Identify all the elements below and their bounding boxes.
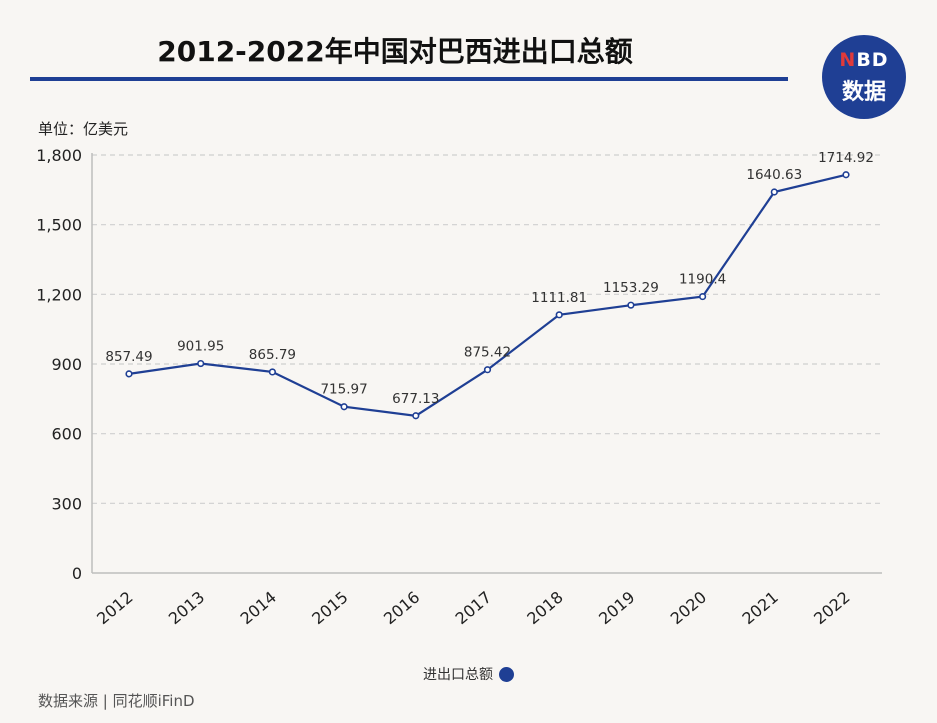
logo-subtext: 数据 bbox=[841, 80, 886, 105]
x-tick-label: 2018 bbox=[523, 588, 566, 629]
data-point bbox=[842, 171, 850, 179]
legend-label: 进出口总额 bbox=[423, 667, 493, 683]
y-tick-label: 0 bbox=[72, 564, 82, 583]
data-source: 数据来源 | 同花顺iFinD bbox=[38, 692, 195, 710]
axes bbox=[91, 153, 882, 574]
data-point bbox=[268, 368, 277, 376]
data-labels: 857.49 901.95 865.79 715.97 677.13 875.42 1111… bbox=[105, 150, 874, 407]
x-tick-label: 2017 bbox=[452, 588, 495, 629]
data-label: 875.42 bbox=[464, 345, 511, 361]
y-tick-label: 1,800 bbox=[36, 146, 82, 165]
y-tick-label: 1,200 bbox=[36, 285, 82, 304]
title-underline bbox=[30, 77, 788, 81]
y-tick-label: 600 bbox=[51, 425, 82, 444]
data-label: 1153.29 bbox=[603, 280, 659, 296]
x-tick-label: 2013 bbox=[165, 588, 208, 629]
x-tick-label: 2022 bbox=[810, 588, 853, 629]
x-tick-label: 2020 bbox=[667, 588, 710, 629]
data-label: 1190.4 bbox=[679, 272, 726, 288]
x-tick-label: 2019 bbox=[595, 588, 638, 629]
data-point bbox=[770, 188, 778, 196]
series-line bbox=[128, 173, 847, 417]
gridlines bbox=[92, 154, 882, 504]
data-label: 1111.81 bbox=[531, 290, 587, 306]
data-point bbox=[627, 301, 635, 309]
data-point bbox=[125, 370, 133, 378]
chart-title: 2012-2022年中国对巴西进出口总额 bbox=[157, 35, 633, 68]
x-tick-label: 2021 bbox=[738, 588, 781, 629]
data-point bbox=[698, 292, 707, 301]
data-point bbox=[483, 366, 492, 374]
x-tick-label: 2016 bbox=[380, 588, 423, 629]
data-point bbox=[197, 359, 205, 368]
data-point bbox=[340, 403, 348, 411]
data-label: 865.79 bbox=[249, 347, 296, 363]
data-label: 715.97 bbox=[320, 382, 367, 398]
x-tick-label: 2014 bbox=[237, 588, 280, 629]
legend-marker bbox=[499, 667, 514, 682]
x-tick-label: 2015 bbox=[308, 588, 351, 629]
data-point bbox=[412, 412, 420, 420]
nbd-logo: NBD 数据 bbox=[822, 35, 906, 119]
legend: 进出口总额 bbox=[0, 664, 937, 684]
y-tick-label: 300 bbox=[51, 494, 82, 513]
data-points bbox=[125, 171, 850, 420]
y-tick-labels: 0 300 600 900 1,200 1,500 1,800 bbox=[36, 146, 82, 583]
data-label: 901.95 bbox=[177, 339, 224, 355]
data-label: 677.13 bbox=[392, 391, 439, 407]
y-tick-label: 1,500 bbox=[36, 216, 82, 235]
data-point bbox=[555, 311, 563, 319]
y-tick-label: 900 bbox=[51, 355, 82, 374]
x-tick-labels: 2012 2013 2014 2015 2016 2017 2018 2019 2020 2021… bbox=[93, 588, 853, 629]
x-tick-label: 2012 bbox=[93, 588, 136, 629]
logo-text: NBD bbox=[839, 49, 889, 71]
data-label: 1640.63 bbox=[746, 167, 802, 183]
y-unit-label: 单位：亿美元 bbox=[38, 120, 129, 138]
data-label: 857.49 bbox=[105, 349, 152, 365]
data-label: 1714.92 bbox=[818, 150, 874, 166]
